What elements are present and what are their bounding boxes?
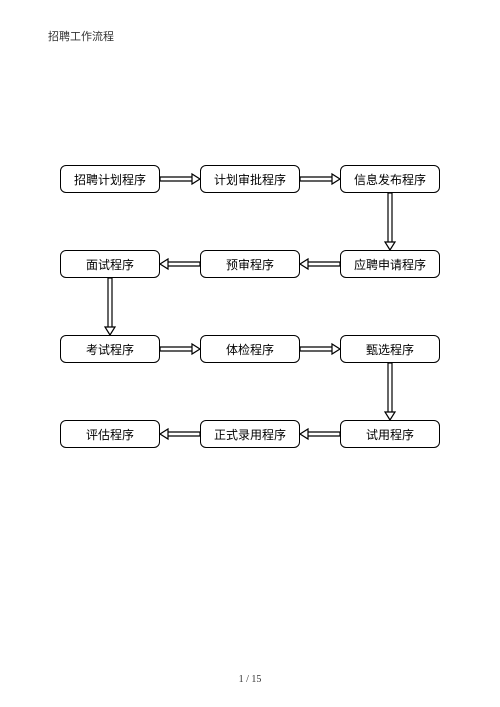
flowchart-node: 应聘申请程序	[340, 250, 440, 278]
flowchart-node: 预审程序	[200, 250, 300, 278]
flowchart-node: 评估程序	[60, 420, 160, 448]
flowchart-node: 甄选程序	[340, 335, 440, 363]
flowchart-node: 信息发布程序	[340, 165, 440, 193]
flowchart-node: 招聘计划程序	[60, 165, 160, 193]
flowchart-node: 计划审批程序	[200, 165, 300, 193]
flowchart-node: 面试程序	[60, 250, 160, 278]
flowchart-node: 体检程序	[200, 335, 300, 363]
flowchart-diagram: 招聘计划程序 计划审批程序 信息发布程序面试程序 预审程序 应聘申请程序考试程序 体检程序…	[0, 0, 500, 707]
flowchart-node: 试用程序	[340, 420, 440, 448]
flowchart-node: 正式录用程序	[200, 420, 300, 448]
flowchart-node: 考试程序	[60, 335, 160, 363]
